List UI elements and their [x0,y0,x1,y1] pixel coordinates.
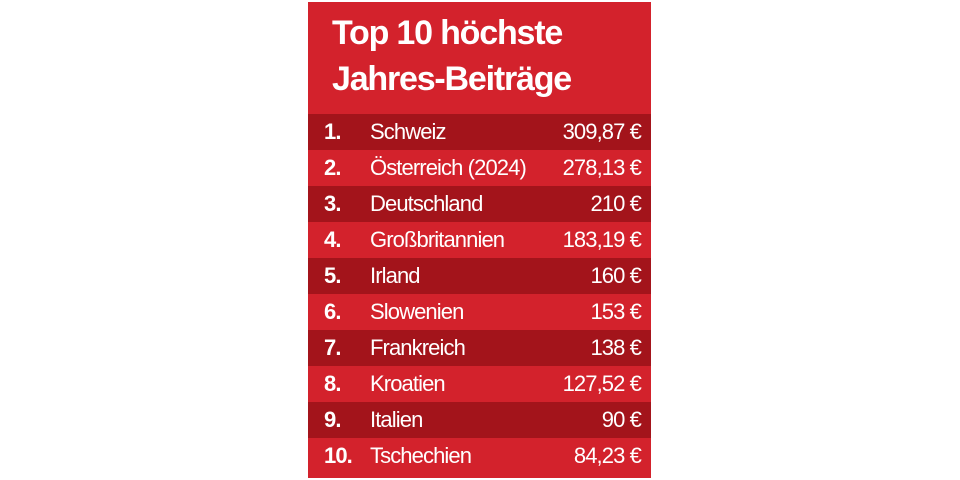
table-row: 8. Kroatien 127,52 € [308,366,651,402]
title-line: Jahres-Beiträge [332,60,572,98]
country: Österreich (2024) [370,155,527,180]
country: Irland [370,263,421,288]
rank: 1. [324,119,341,144]
amount: 210 € [590,191,641,216]
rank: 4. [324,227,341,252]
table-row: 10. Tschechien 84,23 € [308,438,651,474]
amount: 138 € [590,335,641,360]
country: Schweiz [370,119,447,144]
table-row: 9. Italien 90 € [308,402,651,438]
table-row: 5. Irland 160 € [308,258,651,294]
table-row: 2. Österreich (2024) 278,13 € [308,150,651,186]
amount: 160 € [590,263,641,288]
country: Italien [370,407,423,432]
country: Slowenien [370,299,464,324]
rank: 3. [324,191,341,216]
country: Frankreich [370,335,466,360]
table-row: 1. Schweiz 309,87 € [308,114,651,150]
country: Deutschland [370,191,483,216]
country: Großbritannien [370,227,505,252]
title: Top 10 höchste Jahres-Beiträge [332,10,572,102]
amount: 90 € [601,407,642,432]
table-row: 6. Slowenien 153 € [308,294,651,330]
country: Kroatien [370,371,446,396]
amount: 153 € [590,299,641,324]
ranking-panel: Top 10 höchste Jahres-Beiträge 1. Schweiz… [308,2,651,478]
rank: 8. [324,371,341,396]
amount: 127,52 € [562,371,642,396]
rank: 9. [324,407,341,432]
amount: 84,23 € [573,443,642,468]
rank: 5. [324,263,341,288]
rank: 6. [324,299,341,324]
table-row: 3. Deutschland 210 € [308,186,651,222]
title-line: Top 10 höchste [332,14,563,52]
rank: 7. [324,335,341,360]
rank: 2. [324,155,341,180]
table-row: 4. Großbritannien 183,19 € [308,222,651,258]
rank: 10. [324,443,353,468]
amount: 278,13 € [562,155,642,180]
country: Tschechien [370,443,472,468]
amount: 183,19 € [562,227,642,252]
ranking-table: 1. Schweiz 309,87 € 2. Österreich (2024) 278,… [308,114,651,474]
amount: 309,87 € [562,119,642,144]
table-row: 7. Frankreich 138 € [308,330,651,366]
